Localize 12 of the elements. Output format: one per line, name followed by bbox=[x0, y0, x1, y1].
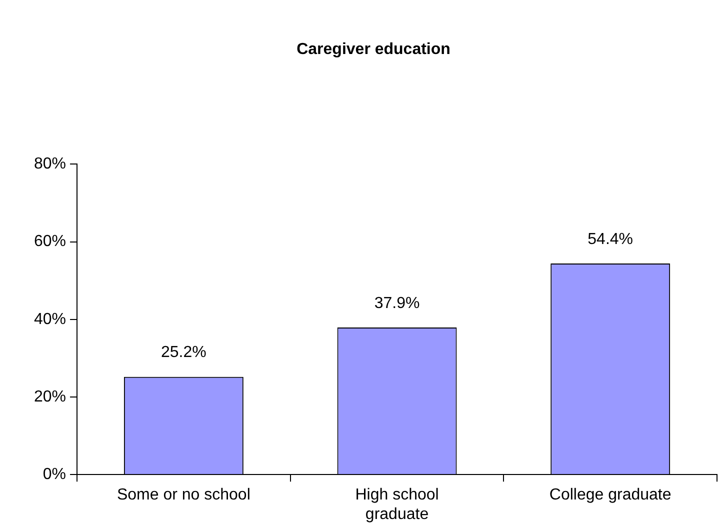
x-tick-label: High school graduate bbox=[355, 486, 439, 523]
x-tick-label: Some or no school bbox=[116, 486, 250, 504]
y-tick-label: 20% bbox=[34, 388, 66, 406]
data-label: 25.2% bbox=[161, 344, 206, 362]
y-tick-label: 0% bbox=[42, 466, 66, 484]
y-tick-label: 40% bbox=[34, 310, 66, 328]
data-label: 54.4% bbox=[588, 230, 634, 248]
x-tick-label: College graduate bbox=[549, 486, 672, 504]
y-tick-label: 80% bbox=[34, 156, 66, 173]
data-label: 37.9% bbox=[374, 294, 420, 312]
y-tick-label: 60% bbox=[34, 233, 66, 250]
chart-title: Caregiver education bbox=[296, 41, 450, 58]
